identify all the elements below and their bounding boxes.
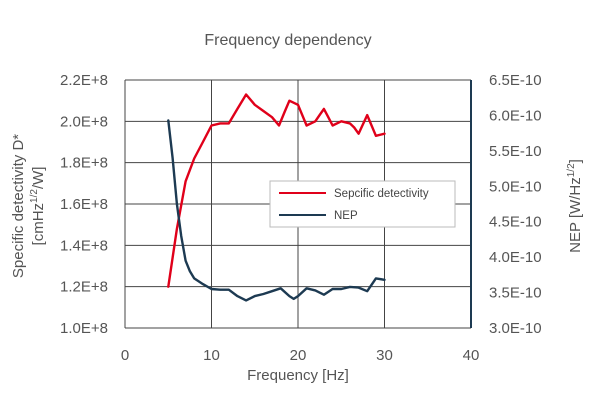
chart-title: Frequency dependency [204,32,371,49]
y-right-title-post: ] [567,159,584,163]
x-tick-label: 40 [463,347,480,364]
y-left-title-unit: [cmHz1/2/W] [29,167,47,246]
y-left-unit-pre: [cmHz [30,203,47,246]
y-left-axis-title: Specific detectivity D* [cmHz1/2/W] [10,134,47,278]
y-left-tick-label: 1.4E+8 [60,237,108,254]
y-left-tick-label: 1.0E+8 [60,320,108,337]
y-right-tick-label: 4.0E-10 [489,249,542,266]
y-right-tick-label: 3.5E-10 [489,285,542,302]
y-left-tick-label: 1.2E+8 [60,279,108,296]
y-right-axis-title: NEP [W/Hz1/2] [566,159,584,253]
x-tick-label: 20 [290,347,307,364]
y-right-title: NEP [W/Hz1/2] [566,159,584,253]
series-lines [167,93,386,302]
y-left-tick-label: 2.2E+8 [60,72,108,89]
y-left-title-main: Specific detectivity D* [10,134,27,278]
x-axis-title: Frequency [Hz] [247,367,349,384]
y-left-tick-label: 2.0E+8 [60,113,108,130]
x-ticks: 0 10 20 30 40 [121,347,480,364]
y-right-tick-label: 3.0E-10 [489,320,542,337]
legend-label-detectivity: Sepcific detectivity [334,188,429,200]
y-left-unit-post: /W] [30,167,47,190]
axes [124,80,472,328]
y-right-tick-label: 4.5E-10 [489,214,542,231]
x-tick-label: 30 [376,347,393,364]
legend-label-nep: NEP [334,210,358,222]
detectivity-line [167,93,386,288]
legend: Sepcific detectivity NEP [269,180,456,228]
y-right-tick-label: 6.0E-10 [489,107,542,124]
x-tick-label: 0 [121,347,129,364]
y-left-tick-label: 1.6E+8 [60,196,108,213]
y-right-tick-label: 6.5E-10 [489,72,542,89]
y-left-tick-label: 1.8E+8 [60,155,108,172]
y-right-tick-label: 5.0E-10 [489,178,542,195]
y-right-title-sup: 1/2 [566,163,577,177]
nep-line [167,119,386,302]
y-left-ticks: 1.0E+8 1.2E+8 1.4E+8 1.6E+8 1.8E+8 2.0E+8 2.2E… [60,72,108,337]
y-left-unit-sup: 1/2 [29,189,40,203]
x-tick-label: 10 [203,347,220,364]
y-right-tick-label: 5.5E-10 [489,143,542,160]
y-right-title-pre: NEP [W/Hz [567,177,584,253]
legend-box [269,180,456,228]
y-right-ticks: 3.0E-10 3.5E-10 4.0E-10 4.5E-10 5.0E-10 5.5E-… [489,72,542,337]
